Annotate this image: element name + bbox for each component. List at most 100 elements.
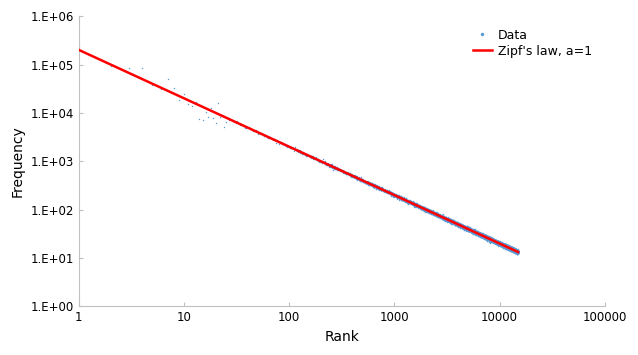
Data: [421, 207, 431, 213]
Data: [407, 200, 417, 206]
Data: [507, 246, 517, 252]
Data: [493, 239, 503, 245]
Data: [501, 245, 512, 250]
Data: [461, 225, 471, 230]
Data: [507, 247, 517, 252]
Data: [369, 182, 380, 187]
Data: [504, 244, 514, 249]
Data: [510, 248, 521, 254]
Data: [500, 242, 510, 248]
Data: [486, 236, 496, 242]
Data: [452, 222, 462, 228]
Data: [483, 236, 493, 242]
Data: [445, 219, 456, 224]
Data: [512, 248, 523, 254]
Data: [483, 236, 493, 242]
Data: [478, 233, 488, 238]
Data: [496, 241, 506, 247]
Data: [428, 209, 438, 215]
Data: [483, 234, 493, 240]
Data: [504, 244, 514, 249]
Data: [484, 235, 494, 241]
Data: [297, 150, 307, 155]
Data: [472, 230, 482, 236]
Data: [508, 246, 518, 251]
Data: [463, 225, 473, 231]
Data: [486, 240, 496, 245]
Data: [489, 240, 500, 245]
Data: [456, 224, 466, 229]
Data: [508, 246, 518, 251]
Data: [478, 231, 488, 237]
Data: [413, 203, 423, 209]
Data: [507, 247, 517, 253]
Data: [455, 223, 465, 229]
Data: [472, 231, 482, 236]
Data: [471, 231, 482, 237]
Data: [451, 223, 461, 228]
Data: [474, 231, 484, 236]
Data: [468, 229, 478, 234]
Data: [471, 228, 481, 234]
Data: [489, 237, 499, 242]
Data: [491, 237, 501, 243]
Data: [357, 178, 367, 184]
Data: [504, 245, 514, 250]
Data: [411, 202, 421, 208]
Data: [503, 245, 513, 251]
Data: [475, 232, 485, 237]
Data: [492, 240, 502, 246]
Data: [507, 245, 517, 251]
Data: [450, 222, 460, 228]
Data: [489, 238, 500, 244]
Data: [500, 243, 510, 249]
Data: [482, 235, 493, 240]
Data: [504, 245, 514, 250]
Data: [443, 217, 453, 223]
Data: [473, 229, 483, 235]
Data: [496, 241, 507, 247]
Data: [513, 251, 523, 256]
Data: [428, 210, 438, 215]
Data: [446, 219, 456, 224]
Data: [481, 235, 491, 240]
Data: [475, 231, 485, 237]
Data: [482, 235, 493, 240]
Data: [480, 234, 491, 240]
Data: [447, 219, 457, 225]
Data: [429, 209, 440, 215]
Data: [506, 246, 516, 251]
Data: [450, 220, 460, 226]
Data: [458, 224, 468, 230]
Data: [424, 207, 434, 213]
Data: [456, 224, 466, 229]
Data: [484, 236, 494, 242]
Data: [449, 219, 459, 225]
Data: [467, 228, 477, 234]
Data: [484, 233, 494, 239]
Data: [500, 242, 510, 247]
Data: [464, 227, 475, 233]
Data: [480, 233, 491, 239]
Data: [503, 244, 514, 250]
Data: [512, 250, 523, 256]
Data: [460, 226, 470, 231]
Data: [488, 237, 498, 243]
Data: [512, 250, 522, 255]
Data: [443, 219, 454, 224]
Data: [435, 214, 445, 219]
Data: [482, 234, 493, 240]
Data: [451, 222, 461, 227]
Data: [494, 242, 504, 248]
Data: [483, 235, 493, 240]
Data: [504, 244, 514, 250]
Data: [471, 230, 481, 235]
Zipf's law, a=1: [494, 240, 501, 245]
Data: [436, 213, 446, 219]
Data: [503, 245, 514, 251]
Data: [498, 243, 508, 249]
Data: [473, 230, 483, 236]
Data: [458, 224, 468, 230]
Data: [472, 231, 482, 236]
Data: [489, 238, 500, 244]
